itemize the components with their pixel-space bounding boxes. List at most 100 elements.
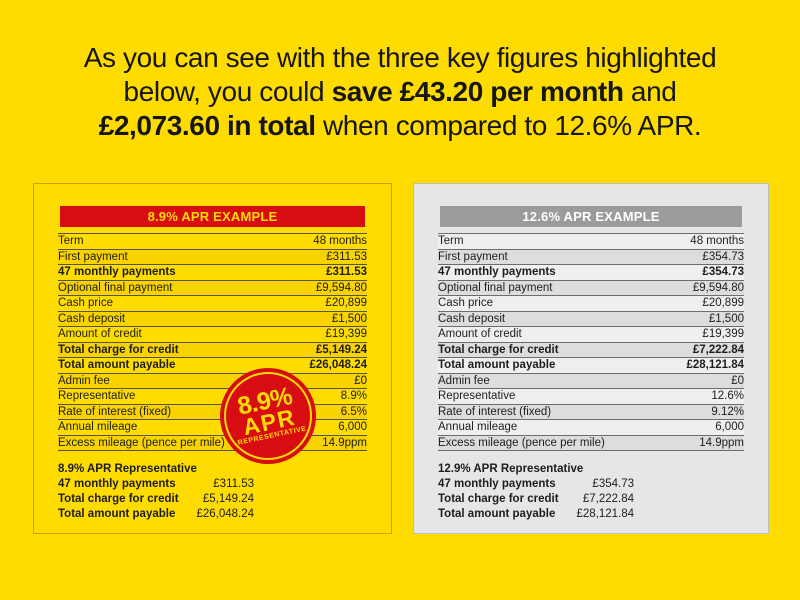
row-value: £28,121.84 [686,359,744,372]
row-value: 14.9ppm [322,436,367,449]
row-value: £354.73 [702,266,744,279]
row-label: Excess mileage (pence per mile) [438,436,605,449]
row-label: Term [58,235,84,248]
table-row: Cash price £20,899 [438,296,744,312]
table-row: Term 48 months [438,234,744,250]
row-label: Optional final payment [58,281,173,294]
summary-value: £354.73 [592,478,634,490]
row-label: Representative [438,390,516,403]
table-row: Amount of credit £19,399 [58,327,367,343]
row-label: Cash deposit [438,312,506,325]
row-value: £5,149.24 [315,343,367,356]
row-value: £0 [354,374,367,387]
headline-text: and [623,76,677,107]
table-row: 47 monthly payments £354.73 [438,265,744,281]
summary-label: Total amount payable [438,508,556,520]
table-row: Cash deposit £1,500 [58,311,367,327]
table-row: First payment £311.53 [58,249,367,265]
row-label: Cash price [438,297,493,310]
summary-value: £28,121.84 [576,508,634,520]
summary-value: £26,048.24 [196,508,254,520]
headline-bold-text: save £43.20 per month [331,76,624,107]
apr-89-panel-header: 8.9% APR EXAMPLE [60,206,365,227]
row-value: £0 [731,374,744,387]
apr-126-panel-header-label: 12.6% APR EXAMPLE [522,209,660,224]
row-label: Excess mileage (pence per mile) [58,436,225,449]
row-value: 48 months [690,235,744,248]
apr-representative-badge-text: 8.9% APR REPRESENTATIVE [228,381,307,448]
table-row: Annual mileage 6,000 [438,420,744,436]
apr-89-panel: 8.9% APR EXAMPLE Term 48 months First paym… [33,183,392,534]
headline-line: below, you could save £43.20 per month a… [0,75,800,109]
table-row: Representative 8.9% [58,389,367,405]
row-value: 14.9ppm [699,436,744,449]
summary-row: Total charge for credit £7,222.84 [438,492,744,507]
table-row: Annual mileage 6,000 [58,420,367,436]
row-value: £311.53 [326,266,367,279]
table-row: Total amount payable £28,121.84 [438,358,744,374]
headline-text: when compared to 12.6% APR. [315,110,702,141]
apr-89-summary: 8.9% APR Representative 47 monthly payme… [58,462,367,522]
apr-89-summary-rows: 47 monthly payments £311.53 Total charge f… [58,477,367,522]
apr-89-panel-header-label: 8.9% APR EXAMPLE [147,209,278,224]
table-row: Optional final payment £9,594.80 [58,280,367,296]
row-label: Cash price [58,297,113,310]
table-row: Total charge for credit £7,222.84 [438,343,744,358]
row-value: £20,899 [702,297,744,310]
row-value: 6,000 [338,421,367,434]
summary-row: 47 monthly payments £354.73 [438,477,744,492]
apr-126-summary: 12.9% APR Representative 47 monthly paym… [438,462,744,522]
headline-line: £2,073.60 in total when compared to 12.6… [0,109,800,143]
apr-89-table: Term 48 months First payment £311.53 47 mont… [58,233,367,451]
row-label: Admin fee [438,374,490,387]
row-value: £354.73 [702,250,744,263]
table-row: First payment £354.73 [438,250,744,265]
table-row: Cash price £20,899 [58,296,367,312]
headline-bold-text: £2,073.60 in total [98,110,316,141]
summary-row: Total charge for credit £5,149.24 [58,492,367,507]
row-label: Cash deposit [58,312,126,325]
row-value: £19,399 [325,328,367,341]
summary-label: Total amount payable [58,508,176,520]
summary-row: Total amount payable £26,048.24 [58,507,367,522]
row-label: Total charge for credit [58,343,179,356]
summary-label: 47 monthly payments [58,478,176,490]
table-row: Excess mileage (pence per mile) 14.9ppm [58,435,367,451]
row-value: £7,222.84 [692,343,744,356]
row-label: Amount of credit [58,328,142,341]
row-value: £20,899 [325,297,367,310]
apr-representative-badge: 8.9% APR REPRESENTATIVE [220,368,316,464]
apr-126-panel: 12.6% APR EXAMPLE Term 48 months First pay… [413,183,769,534]
summary-value: £5,149.24 [202,493,254,505]
row-label: Total amount payable [58,359,176,372]
row-value: 6,000 [715,421,744,434]
summary-value: £7,222.84 [582,493,634,505]
row-value: £1,500 [331,312,367,325]
row-label: Term [438,235,464,248]
apr-126-table: Term 48 months First payment £354.73 47 mont… [438,233,744,451]
row-value: £311.53 [326,250,367,263]
headline: As you can see with the three key figure… [0,41,800,143]
row-label: Annual mileage [58,421,138,434]
table-row: Admin fee £0 [58,373,367,389]
apr-126-summary-rows: 47 monthly payments £354.73 Total charge f… [438,477,744,522]
row-value: £9,594.80 [315,281,367,294]
table-row: Representative 12.6% [438,389,744,405]
row-value: £1,500 [708,312,744,325]
row-label: Annual mileage [438,421,518,434]
headline-text: below, you could [123,76,332,107]
row-value: £19,399 [702,328,744,341]
summary-row: Total amount payable £28,121.84 [438,507,744,522]
summary-label: Total charge for credit [58,493,179,505]
table-row: Optional final payment £9,594.80 [438,281,744,296]
row-label: Amount of credit [438,328,522,341]
table-row: Amount of credit £19,399 [438,327,744,343]
row-label: Total amount payable [438,359,556,372]
table-row: Rate of interest (fixed) 6.5% [58,404,367,420]
row-value: £9,594.80 [692,281,744,294]
row-label: 47 monthly payments [58,266,176,279]
apr-89-summary-title: 8.9% APR Representative [58,463,197,475]
table-row: Term 48 months [58,234,367,250]
row-label: First payment [58,250,128,263]
